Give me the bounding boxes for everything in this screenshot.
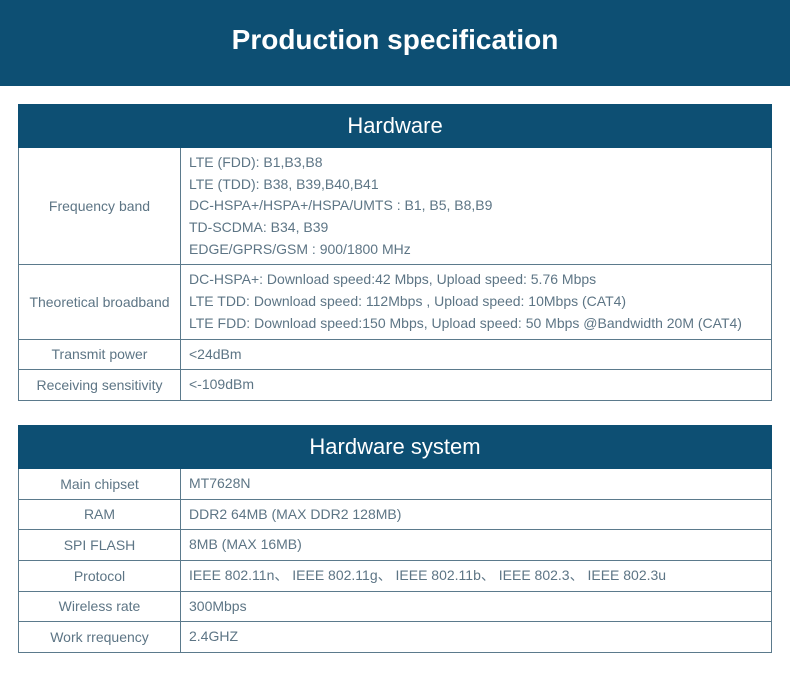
hw-system-section-header: Hardware system [19, 425, 772, 468]
rx-sens-value: <-109dBm [181, 370, 772, 401]
table-row: Theoretical broadband DC-HSPA+: Download… [19, 265, 772, 339]
spi-flash-value: 8MB (MAX 16MB) [181, 530, 772, 561]
rx-sens-label: Receiving sensitivity [19, 370, 181, 401]
table-row: Receiving sensitivity <-109dBm [19, 370, 772, 401]
table-row: RAM DDR2 64MB (MAX DDR2 128MB) [19, 499, 772, 530]
table-row: Protocol IEEE 802.11n、 IEEE 802.11g、 IEE… [19, 560, 772, 591]
theoretical-bb-label: Theoretical broadband [19, 265, 181, 339]
theoretical-bb-value: DC-HSPA+: Download speed:42 Mbps, Upload… [181, 265, 772, 339]
freq-band-line: EDGE/GPRS/GSM : 900/1800 MHz [189, 239, 763, 261]
hardware-section-header: Hardware [19, 105, 772, 148]
spi-flash-label: SPI FLASH [19, 530, 181, 561]
freq-band-line: LTE (TDD): B38, B39,B40,B41 [189, 174, 763, 196]
table-row: Transmit power <24dBm [19, 339, 772, 370]
tx-power-label: Transmit power [19, 339, 181, 370]
wireless-rate-value: 300Mbps [181, 591, 772, 622]
chipset-label: Main chipset [19, 468, 181, 499]
table-row: Wireless rate 300Mbps [19, 591, 772, 622]
hw-system-section-title: Hardware system [19, 425, 772, 468]
freq-band-value: LTE (FDD): B1,B3,B8 LTE (TDD): B38, B39,… [181, 148, 772, 265]
chipset-value: MT7628N [181, 468, 772, 499]
tables-container: Hardware Frequency band LTE (FDD): B1,B3… [0, 86, 790, 653]
table-row: Main chipset MT7628N [19, 468, 772, 499]
freq-band-line: DC-HSPA+/HSPA+/HSPA/UMTS : B1, B5, B8,B9 [189, 195, 763, 217]
freq-band-line: TD-SCDMA: B34, B39 [189, 217, 763, 239]
ram-label: RAM [19, 499, 181, 530]
table-row: Frequency band LTE (FDD): B1,B3,B8 LTE (… [19, 148, 772, 265]
ram-value: DDR2 64MB (MAX DDR2 128MB) [181, 499, 772, 530]
freq-band-label: Frequency band [19, 148, 181, 265]
wireless-rate-label: Wireless rate [19, 591, 181, 622]
hardware-section-title: Hardware [19, 105, 772, 148]
work-freq-label: Work rrequency [19, 622, 181, 653]
table-row: Work rrequency 2.4GHZ [19, 622, 772, 653]
tx-power-value: <24dBm [181, 339, 772, 370]
theoretical-bb-line: DC-HSPA+: Download speed:42 Mbps, Upload… [189, 269, 763, 291]
protocol-value: IEEE 802.11n、 IEEE 802.11g、 IEEE 802.11b… [181, 560, 772, 591]
page-title: Production specification [0, 0, 790, 86]
theoretical-bb-line: LTE FDD: Download speed:150 Mbps, Upload… [189, 313, 763, 335]
table-row: SPI FLASH 8MB (MAX 16MB) [19, 530, 772, 561]
hardware-system-table: Hardware system Main chipset MT7628N RAM… [18, 425, 772, 653]
hardware-table: Hardware Frequency band LTE (FDD): B1,B3… [18, 104, 772, 401]
theoretical-bb-line: LTE TDD: Download speed: 112Mbps , Uploa… [189, 291, 763, 313]
work-freq-value: 2.4GHZ [181, 622, 772, 653]
freq-band-line: LTE (FDD): B1,B3,B8 [189, 152, 763, 174]
protocol-label: Protocol [19, 560, 181, 591]
